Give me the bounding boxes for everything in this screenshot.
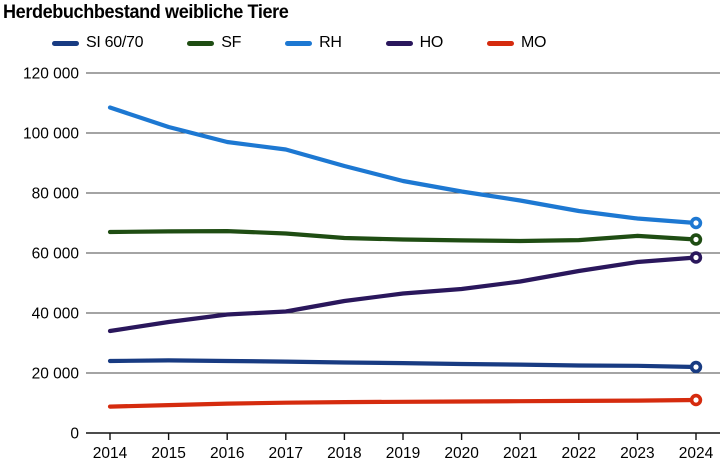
legend-item-ho: HO bbox=[385, 34, 444, 52]
legend-item-si-60-70: SI 60/70 bbox=[52, 34, 144, 52]
legend-item-mo: MO bbox=[486, 34, 547, 52]
x-tick-label: 2019 bbox=[386, 445, 420, 462]
chart-legend: SI 60/70 SF RH HO MO bbox=[52, 34, 546, 52]
x-tick-label: 2015 bbox=[151, 445, 185, 462]
x-tick-label: 2018 bbox=[327, 445, 361, 462]
end-marker-mo bbox=[689, 393, 703, 407]
legend-label: MO bbox=[520, 34, 547, 51]
series-line-sf bbox=[107, 229, 699, 244]
y-tick-label: 120 000 bbox=[23, 66, 79, 83]
x-tick-label: 2017 bbox=[269, 445, 303, 462]
legend-label: HO bbox=[419, 34, 444, 51]
legend-swatch bbox=[385, 40, 413, 46]
end-marker-sf bbox=[689, 233, 703, 246]
x-tick-label: 2021 bbox=[503, 445, 537, 462]
y-tick-label: 80 000 bbox=[32, 186, 80, 203]
x-tick-label: 2020 bbox=[444, 445, 479, 462]
chart-title: Herdebuchbestand weibliche Tiere bbox=[3, 2, 289, 23]
y-tick-label: 40 000 bbox=[32, 306, 80, 323]
series-line-rh bbox=[107, 105, 699, 226]
legend-swatch bbox=[486, 40, 514, 46]
y-tick-label: 60 000 bbox=[32, 246, 80, 263]
x-tick-label: 2022 bbox=[562, 445, 596, 462]
y-tick-label: 20 000 bbox=[32, 366, 80, 383]
x-tick-label: 2016 bbox=[210, 445, 244, 462]
x-tick-label: 2014 bbox=[93, 445, 128, 462]
y-tick-label: 0 bbox=[70, 426, 79, 443]
legend-item-rh: RH bbox=[285, 34, 342, 52]
end-marker-si-60-70 bbox=[689, 360, 703, 374]
legend-label: SF bbox=[221, 34, 242, 51]
legend-label: RH bbox=[319, 34, 342, 51]
end-marker-ho bbox=[689, 251, 703, 264]
legend-swatch bbox=[187, 40, 215, 46]
series-line-ho bbox=[107, 255, 699, 334]
legend-label: SI 60/70 bbox=[86, 34, 144, 51]
series-line-mo bbox=[107, 397, 699, 409]
y-tick-label: 100 000 bbox=[23, 126, 79, 143]
legend-swatch bbox=[52, 40, 79, 46]
x-tick-label: 2024 bbox=[679, 445, 714, 462]
series-line-si-60-70 bbox=[107, 358, 699, 370]
legend-item-sf: SF bbox=[187, 34, 241, 52]
x-tick-label: 2023 bbox=[620, 445, 654, 462]
end-marker-rh bbox=[689, 216, 703, 230]
legend-swatch bbox=[285, 40, 313, 46]
